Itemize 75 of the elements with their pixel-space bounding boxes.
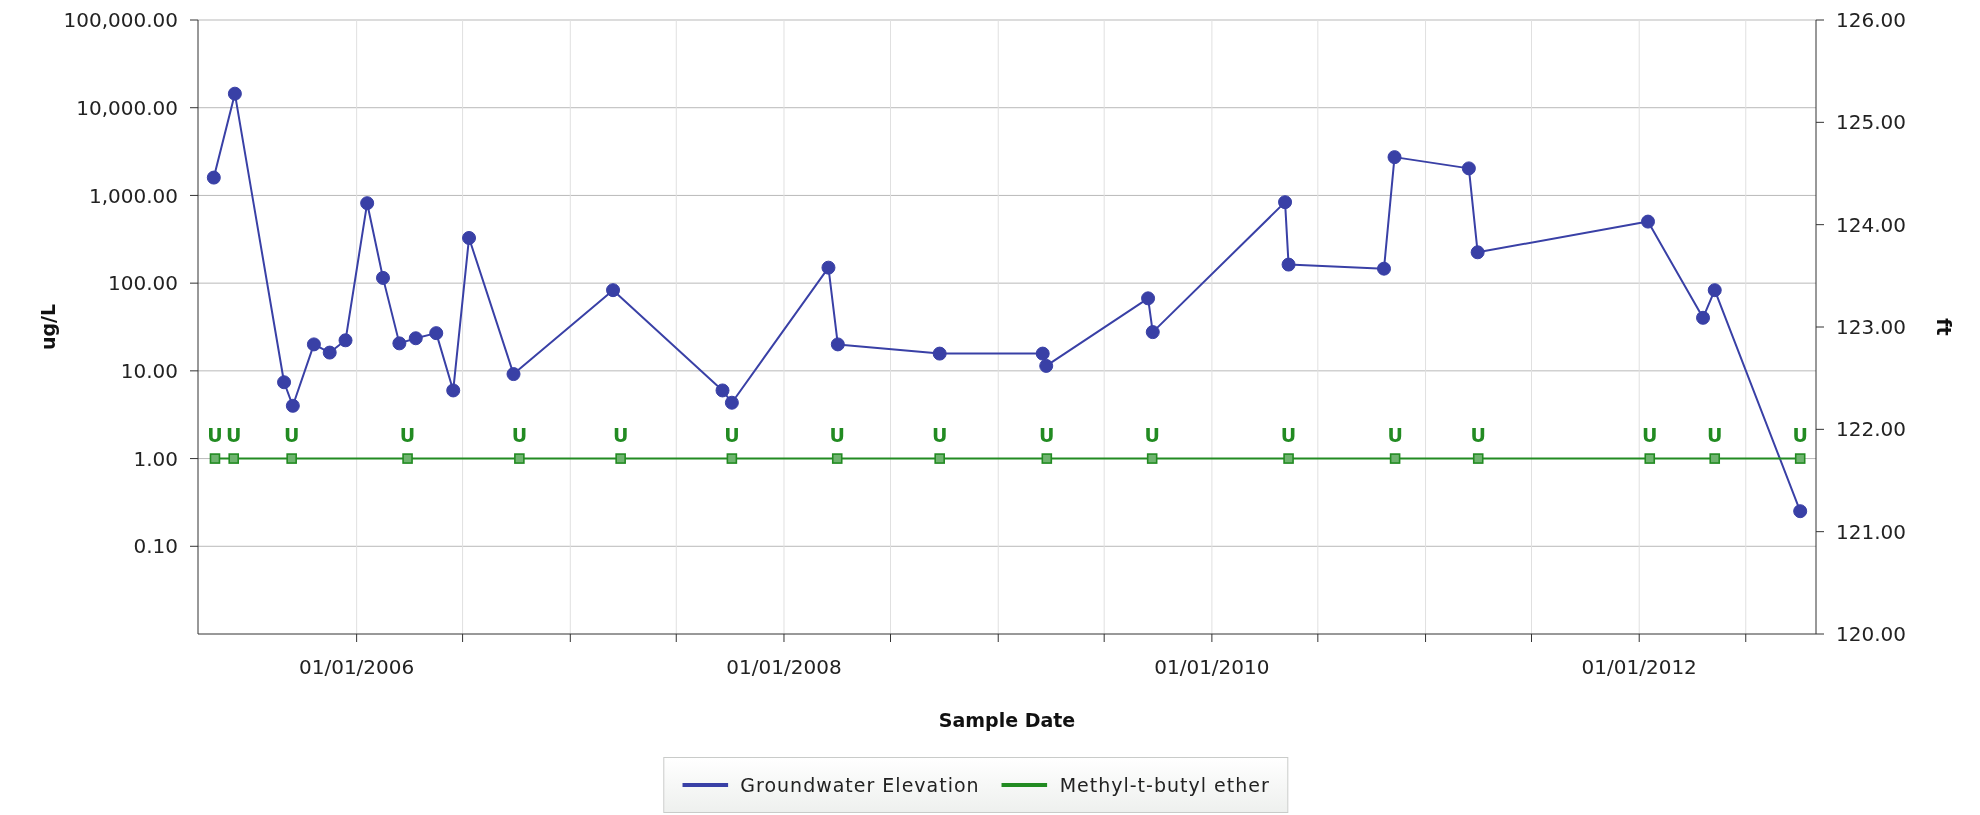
point xyxy=(408,331,423,346)
data-label: U xyxy=(612,423,629,446)
y2-tick-label: 125.00 xyxy=(1836,110,1906,135)
point xyxy=(1035,346,1050,361)
data-label: U xyxy=(511,423,528,446)
y-tick-label: 10,000.00 xyxy=(76,95,178,120)
legend-label: Groundwater Elevation xyxy=(740,774,980,796)
y-tick-label: 10.00 xyxy=(120,358,178,383)
point xyxy=(506,367,521,382)
y2-tick-label: 126.00 xyxy=(1836,8,1906,33)
point xyxy=(429,326,444,341)
point xyxy=(606,283,621,298)
data-label: U xyxy=(1707,423,1723,446)
x-axis-title: Sample Date xyxy=(938,709,1076,731)
y-tick-label: 100,000.00 xyxy=(63,8,178,33)
data-label: U xyxy=(1039,423,1055,446)
point xyxy=(277,375,292,390)
data-label: U xyxy=(829,423,845,446)
data-label: U xyxy=(1280,423,1297,446)
data-label: U xyxy=(931,423,948,446)
point xyxy=(306,337,321,352)
point xyxy=(1039,358,1054,373)
data-label: U xyxy=(1642,423,1658,446)
y2-tick-label: 120.00 xyxy=(1836,622,1906,647)
data-label: U xyxy=(283,423,300,446)
point xyxy=(392,336,407,351)
point xyxy=(1707,283,1722,298)
point xyxy=(1387,150,1402,165)
data-label: U xyxy=(225,423,242,446)
y2-tick-label: 123.00 xyxy=(1836,315,1906,340)
point xyxy=(462,230,477,245)
point xyxy=(338,333,353,348)
y-tick-label: 100.00 xyxy=(108,271,178,296)
y-tick-label: 1.00 xyxy=(133,446,178,471)
data-label: U xyxy=(1470,423,1486,446)
x-tick-label: 01/01/2010 xyxy=(1154,655,1270,680)
point xyxy=(821,260,836,275)
x-tick-label: 01/01/2012 xyxy=(1581,655,1697,680)
point xyxy=(360,196,375,211)
x-tick-label: 01/01/2008 xyxy=(726,655,842,680)
point xyxy=(1145,325,1160,340)
data-label: U xyxy=(1387,423,1403,446)
point xyxy=(1376,261,1391,276)
point xyxy=(206,170,221,185)
point xyxy=(1793,504,1808,519)
y2-tick-label: 122.00 xyxy=(1836,417,1906,442)
point xyxy=(724,395,739,410)
point xyxy=(1461,161,1476,176)
point xyxy=(715,383,730,398)
legend-label: Methyl-t-butyl ether xyxy=(1059,774,1270,796)
data-label: U xyxy=(1792,423,1808,446)
point xyxy=(285,398,300,413)
point xyxy=(830,337,845,352)
point xyxy=(446,383,461,398)
y2-tick-label: 124.00 xyxy=(1836,212,1906,237)
point xyxy=(1278,195,1293,210)
y2-axis-title: ft xyxy=(1933,318,1955,336)
data-label: U xyxy=(399,423,416,446)
y-tick-label: 0.10 xyxy=(133,534,178,559)
data-label: U xyxy=(207,423,223,446)
point xyxy=(1640,214,1655,229)
y-axis-title: ug/L xyxy=(37,303,59,351)
point xyxy=(1281,257,1296,272)
point xyxy=(932,346,947,361)
point xyxy=(375,270,390,285)
x-tick-label: 01/01/2006 xyxy=(299,655,415,680)
point xyxy=(1696,310,1711,325)
point xyxy=(1141,291,1156,306)
y-tick-label: 1,000.00 xyxy=(88,183,178,208)
y2-tick-label: 121.00 xyxy=(1836,519,1906,544)
point xyxy=(227,86,242,101)
point xyxy=(1470,245,1485,260)
point xyxy=(322,345,337,360)
data-label: U xyxy=(724,423,740,446)
data-label: U xyxy=(1144,423,1160,446)
